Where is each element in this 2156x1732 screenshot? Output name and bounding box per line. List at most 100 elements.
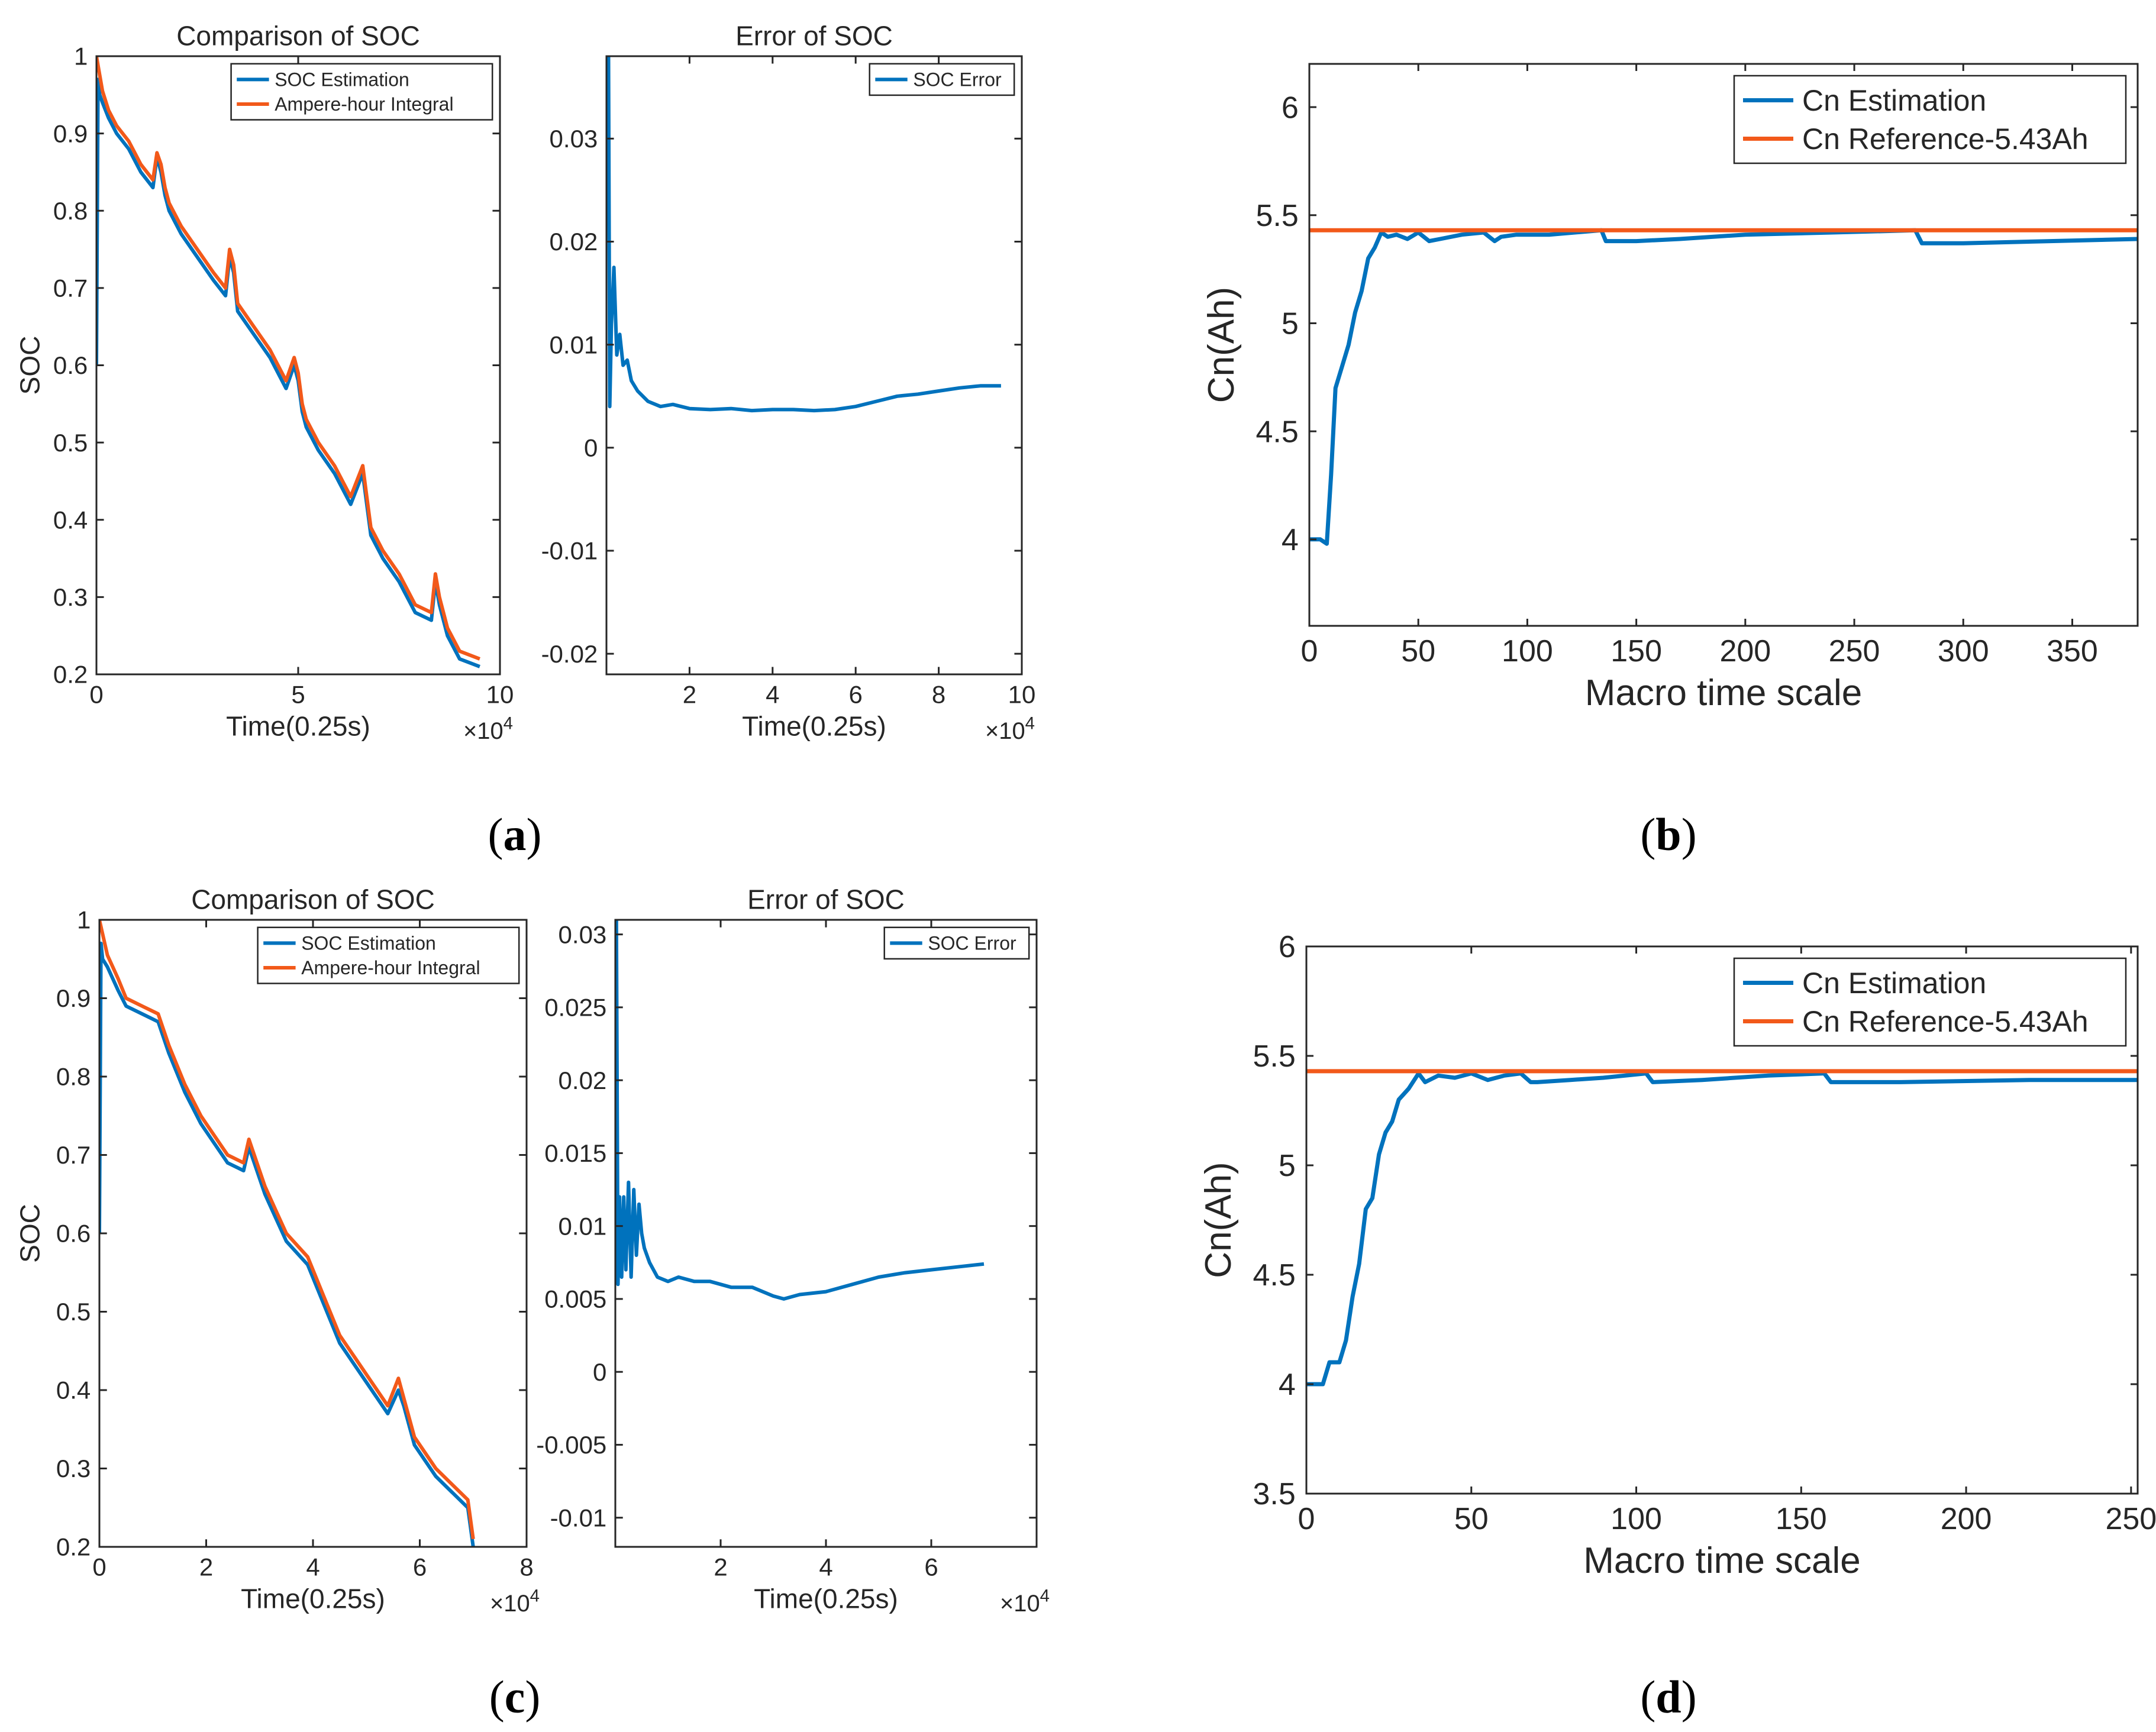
y-tick-label: 4 [1279, 1368, 1296, 1402]
y-tick-label: 4.5 [1253, 1258, 1296, 1292]
series-line-soc-estimation [99, 941, 475, 1547]
y-tick-label: 0.3 [56, 1455, 91, 1482]
series-line-ampere-hour-integral [96, 56, 480, 661]
y-tick-label: 4.5 [1256, 415, 1299, 449]
legend-entry-label: Cn Reference-5.43Ah [1802, 122, 2089, 156]
y-tick-label: -0.01 [550, 1504, 607, 1531]
y-tick-label: 0.9 [56, 984, 91, 1012]
x-tick-label: 2 [199, 1553, 213, 1581]
x-tick-label: 4 [766, 680, 779, 708]
x-tick-label: 50 [1454, 1502, 1489, 1536]
y-tick-label: 1 [77, 906, 91, 934]
y-axis-label: SOC [14, 1204, 45, 1263]
plot-frame [1308, 63, 2139, 627]
x-tick-label: 250 [1829, 634, 1880, 668]
legend-entry-label: SOC Error [913, 69, 1002, 91]
x-exponent-label: ×104 [985, 713, 1035, 744]
x-tick-label: 5 [291, 680, 305, 708]
y-tick-label: -0.02 [541, 640, 598, 668]
y-tick-label: 0.2 [56, 1533, 91, 1561]
series-line-ampere-hour-integral [99, 920, 475, 1540]
y-tick-label: 0.9 [53, 119, 88, 147]
y-tick-label: 6 [1279, 930, 1296, 964]
x-tick-label: 50 [1401, 634, 1435, 668]
x-tick-label: 100 [1502, 634, 1553, 668]
y-tick-label: 0.4 [53, 506, 88, 534]
x-tick-label: 8 [519, 1553, 533, 1581]
legend-entry-label: SOC Estimation [301, 933, 436, 954]
legend: SOC Error [883, 926, 1030, 960]
y-tick-label: 3.5 [1253, 1477, 1296, 1511]
x-tick-label: 6 [924, 1553, 938, 1581]
x-exponent-label: ×104 [463, 713, 513, 744]
y-tick-label: 0.5 [56, 1298, 91, 1326]
x-tick-label: 0 [1298, 1502, 1315, 1536]
x-axis-label: Time(0.25s) [754, 1584, 898, 1614]
y-tick-label: 0.01 [559, 1212, 607, 1240]
y-tick-label: 0.7 [53, 274, 88, 302]
x-tick-label: 150 [1610, 634, 1662, 668]
series-line-cn-estimation [1309, 228, 2138, 546]
y-tick-label: 0.6 [56, 1220, 91, 1248]
legend-box [1733, 75, 2127, 164]
y-tick-label: 0.7 [56, 1141, 91, 1169]
y-tick-label: 0 [584, 434, 598, 462]
y-tick-label: 0.4 [56, 1376, 91, 1404]
chart-title: Error of SOC [735, 21, 893, 51]
y-tick-label: 0.5 [53, 429, 88, 457]
panel-label-b: (b) [1640, 809, 1696, 860]
chart-title: Error of SOC [747, 884, 905, 915]
x-tick-label: 8 [932, 680, 945, 708]
x-tick-label: 4 [306, 1553, 319, 1581]
y-tick-label: 0 [593, 1358, 606, 1386]
x-tick-label: 0 [1301, 634, 1318, 668]
legend-entry-label: Cn Estimation [1802, 967, 1986, 1000]
x-axis-label: Macro time scale [1583, 1540, 1861, 1581]
x-tick-label: 350 [2047, 634, 2098, 668]
x-tick-label: 10 [486, 680, 514, 708]
legend-box [1733, 957, 2127, 1047]
y-tick-label: 0.8 [56, 1063, 91, 1091]
x-axis-label: Time(0.25s) [241, 1584, 385, 1614]
legend-entry-label: Cn Reference-5.43Ah [1802, 1005, 2089, 1038]
legend: Cn Estimation Cn Reference-5.43Ah [1733, 75, 2127, 164]
y-tick-label: 0.03 [550, 125, 598, 153]
y-tick-label: 5.5 [1253, 1039, 1296, 1074]
y-axis-label: SOC [14, 336, 45, 395]
y-axis-label: Cn(Ah) [1198, 1162, 1239, 1278]
y-tick-label: 5 [1279, 1149, 1296, 1183]
y-tick-label: 0.3 [53, 583, 88, 611]
y-axis-label: Cn(Ah) [1201, 287, 1242, 403]
x-tick-label: 6 [849, 680, 863, 708]
x-tick-label: 200 [1719, 634, 1771, 668]
x-tick-label: 2 [683, 680, 696, 708]
y-tick-label: 0.02 [559, 1067, 607, 1094]
series-line-soc-estimation [96, 77, 480, 668]
y-tick-label: 6 [1282, 91, 1299, 125]
x-tick-label: 10 [1008, 680, 1036, 708]
x-axis-label: Time(0.25s) [742, 711, 886, 742]
chart-title: Comparison of SOC [191, 884, 435, 915]
chart-b-cn: 0 50 100 150 200 250 300 350 4 4.5 5 5.5 6 Macro time… [1201, 63, 2139, 713]
x-tick-label: 4 [819, 1553, 832, 1581]
legend-box [257, 926, 520, 984]
series-line-cn-estimation [1306, 1071, 2138, 1387]
series-line-soc-error [606, 56, 1001, 413]
x-axis-label: Time(0.25s) [226, 711, 370, 742]
y-tick-label: 0.8 [53, 197, 88, 225]
x-tick-label: 200 [1941, 1502, 1992, 1536]
y-tick-label: 0.02 [550, 228, 598, 256]
y-tick-label: 0.03 [559, 920, 607, 948]
y-tick-label: -0.01 [541, 537, 598, 565]
x-tick-label: 0 [89, 680, 103, 708]
x-tick-label: 6 [413, 1553, 427, 1581]
panel-label-c: (c) [489, 1671, 541, 1723]
x-tick-label: 250 [2105, 1502, 2156, 1536]
chart-c-soc-error: 2 4 6 -0.01 -0.005 0 0.005 0.01 0.015 0.02 0.025 0.… [536, 884, 1050, 1617]
y-tick-label: 5.5 [1256, 199, 1299, 233]
x-tick-label: 100 [1610, 1502, 1662, 1536]
y-tick-label: 0.2 [53, 661, 88, 689]
legend: Cn Estimation Cn Reference-5.43Ah [1733, 957, 2127, 1047]
